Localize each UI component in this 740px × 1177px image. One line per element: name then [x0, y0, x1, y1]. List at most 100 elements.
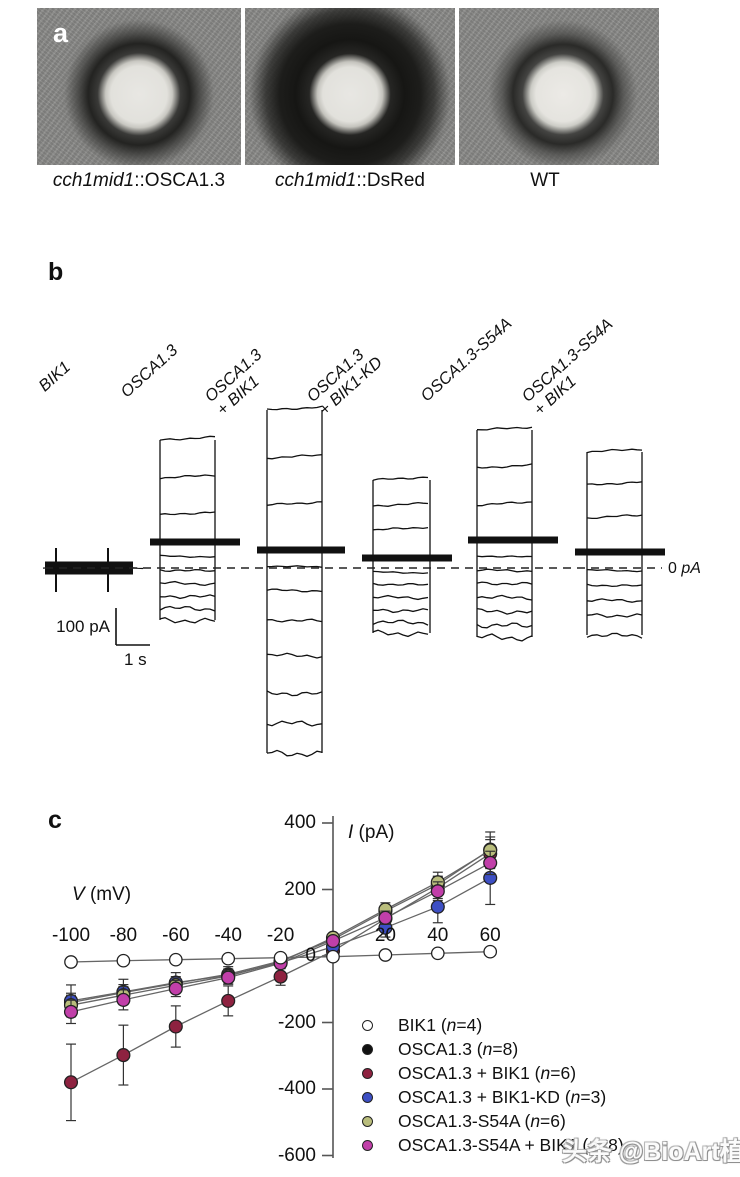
colony-label-2: cch1mid1::DsRed — [275, 170, 425, 191]
legend-label: OSCA1.3-S54A (n=6) — [398, 1110, 566, 1131]
trace-line — [266, 652, 323, 659]
scalebar-100pa-label: 100 pA — [56, 617, 110, 636]
y-axis-title-symbol: I — [348, 822, 354, 843]
trace-line — [476, 581, 533, 586]
trace-line — [266, 720, 323, 727]
trace-line — [266, 565, 323, 568]
data-point — [273, 950, 288, 965]
trace-line — [476, 607, 533, 615]
data-point — [64, 955, 78, 969]
data-point — [430, 884, 445, 899]
x-tick-label: -40 — [214, 925, 242, 946]
data-point — [63, 1004, 79, 1019]
legend-row-1: BIK1 (n=4) — [362, 1015, 482, 1035]
panel-b-letter: b — [48, 258, 64, 286]
legend-marker — [362, 1115, 373, 1127]
legend-row-6: OSCA1.3-S54A + BIK1 (n=8) — [362, 1135, 624, 1155]
x-axis-title-unit: (mV) — [84, 884, 132, 905]
data-point — [168, 952, 183, 967]
trace-line — [159, 474, 216, 480]
colony-halo — [459, 8, 659, 165]
x-axis-title: V (mV) — [72, 884, 131, 906]
colony-photo-3 — [459, 8, 659, 165]
trace-line — [372, 582, 429, 586]
trace-line — [586, 632, 643, 639]
x-tick-label: -80 — [109, 925, 138, 946]
data-point — [483, 944, 498, 959]
trace-line — [159, 554, 216, 558]
trace-line — [266, 501, 323, 506]
colony-label-3: WT — [530, 170, 560, 191]
x-tick-label: -20 — [266, 925, 295, 946]
x-axis-title-symbol: V — [72, 884, 85, 905]
data-point — [378, 910, 393, 925]
trace-line — [159, 617, 216, 624]
trace-column-3 — [257, 410, 345, 753]
trace-line — [586, 613, 643, 618]
panel-a-letter: a — [53, 18, 69, 48]
x-tick-label: -100 — [51, 925, 91, 946]
trace-line — [586, 568, 643, 573]
trace-line — [159, 580, 216, 587]
legend-label: OSCA1.3 + BIK1-KD (n=3) — [398, 1086, 607, 1107]
trace-line — [372, 608, 429, 614]
series-OSCA1.3-S54A — [63, 831, 498, 1016]
data-point — [63, 1075, 79, 1090]
data-point — [326, 949, 340, 964]
colony-photo-2 — [245, 8, 455, 165]
series-OSCA1.3-S54A-BIK1 — [63, 850, 498, 1025]
x-tick-label: 40 — [427, 925, 449, 946]
y-tick-label: 0 — [305, 945, 316, 966]
legend-marker — [362, 1043, 373, 1055]
legend-label: OSCA1.3 (n=8) — [398, 1038, 519, 1059]
trace-column-6 — [575, 452, 665, 635]
data-point — [116, 1048, 131, 1063]
data-point — [430, 946, 445, 961]
y-tick-label: -400 — [277, 1078, 316, 1099]
colony-halo — [245, 8, 455, 165]
legend-row-2: OSCA1.3 (n=8) — [362, 1039, 518, 1059]
legend-marker — [362, 1067, 373, 1079]
y-axis-title-unit: (pA) — [353, 822, 395, 843]
trace-line — [159, 568, 216, 572]
colony-label-1: cch1mid1::OSCA1.3 — [52, 170, 226, 191]
data-point — [325, 933, 341, 949]
data-point — [221, 993, 236, 1008]
trace-line — [372, 526, 429, 531]
trace-line — [586, 448, 643, 454]
data-point — [116, 992, 131, 1007]
trace-line — [266, 405, 323, 411]
trace-line — [266, 588, 323, 593]
colony-halo — [37, 8, 241, 165]
legend-label: BIK1 (n=4) — [398, 1014, 483, 1035]
data-point — [378, 948, 393, 962]
y-tick-label: -600 — [277, 1144, 316, 1166]
x-tick-label: 20 — [374, 925, 396, 946]
y-axis-title: I (pA) — [348, 822, 394, 844]
legend-marker — [362, 1019, 373, 1031]
data-point — [221, 951, 236, 966]
trace-line — [476, 555, 533, 558]
watermark: 头条 @BioArt植物 — [562, 1138, 740, 1166]
data-point — [168, 981, 183, 996]
y-tick-label: 400 — [284, 812, 316, 833]
data-point — [430, 899, 445, 914]
trace-line — [477, 501, 533, 507]
trace-line — [476, 426, 533, 431]
trace-line — [372, 594, 429, 601]
x-tick-label: 60 — [479, 925, 501, 946]
zero-pa-label: 0 pA — [668, 560, 701, 578]
trace-line — [372, 476, 429, 481]
trace-line — [266, 618, 323, 623]
trace-line — [372, 629, 429, 638]
y-tick-label: 200 — [284, 878, 316, 900]
legend-marker — [362, 1139, 373, 1151]
series-BIK1 — [64, 944, 498, 969]
trace-line — [372, 570, 429, 575]
data-point — [168, 1019, 183, 1034]
y-tick-label: -200 — [277, 1011, 316, 1033]
trace-line — [372, 501, 429, 507]
trace-line — [159, 435, 216, 441]
